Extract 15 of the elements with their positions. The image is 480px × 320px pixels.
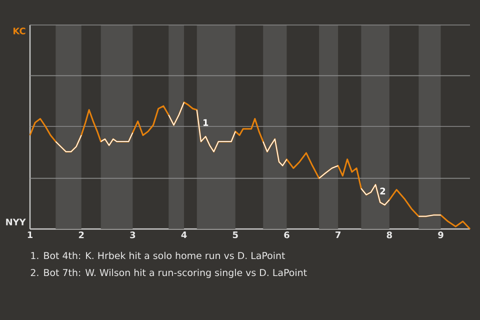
annotation: 1 (203, 119, 208, 126)
x-tick-label: 9 (438, 232, 444, 238)
annotation: 2 (380, 188, 386, 194)
x-tick-label: 4 (181, 232, 187, 238)
text: 1. Bot 4th: K. Hrbek hit a solo home run vs D. LaPoint (31, 252, 285, 260)
x-tick-label: 2 (78, 232, 84, 238)
x-tick-label: 1 (28, 232, 33, 238)
x-tick-label: 7 (336, 232, 340, 238)
text: KC (14, 28, 26, 34)
x-tick-label: 8 (386, 232, 392, 238)
text: NYY (6, 218, 26, 226)
x-tick-label: 5 (232, 232, 238, 238)
x-tick-label: 3 (130, 232, 136, 238)
x-tick-label: 6 (284, 232, 290, 238)
text: 2. Bot 7th: W. Wilson hit a run-scoring single vs D. LaPoint (30, 268, 307, 278)
